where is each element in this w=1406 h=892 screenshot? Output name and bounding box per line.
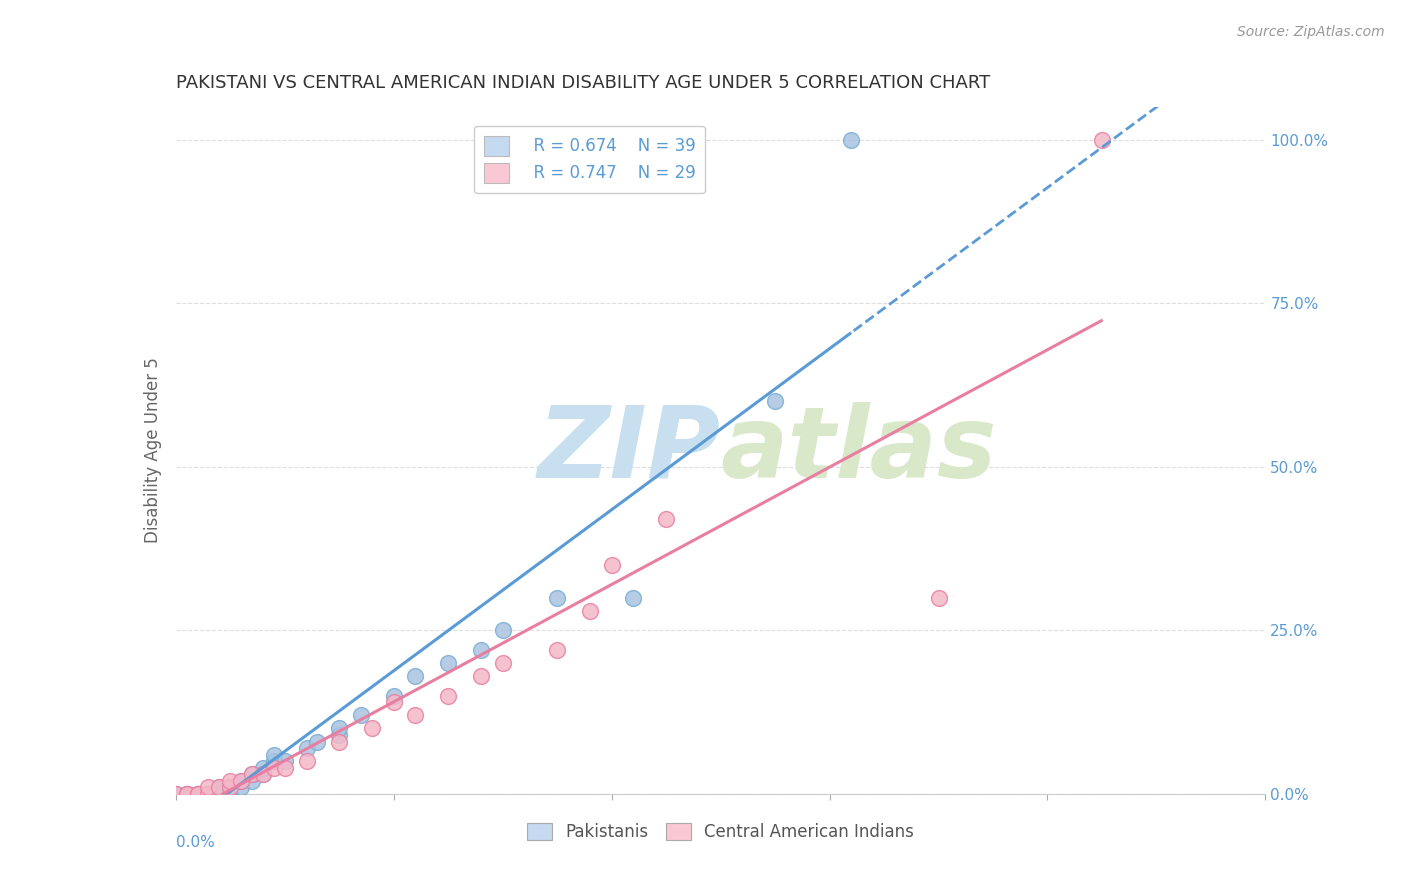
Point: [600, 558, 623, 572]
Point: [176, 787, 198, 801]
Point: [186, 787, 209, 801]
Point: [219, 787, 242, 801]
Point: [382, 695, 405, 709]
Point: [295, 754, 318, 768]
Point: [231, 773, 253, 788]
Point: [492, 656, 515, 670]
Point: [252, 767, 274, 781]
Point: [231, 773, 253, 788]
Point: [360, 722, 382, 736]
Point: [841, 133, 863, 147]
Point: [307, 734, 329, 748]
Point: [240, 767, 263, 781]
Point: [295, 741, 318, 756]
Point: [197, 787, 219, 801]
Point: [437, 689, 460, 703]
Point: [176, 787, 198, 801]
Point: [382, 689, 405, 703]
Text: PAKISTANI VS CENTRAL AMERICAN INDIAN DISABILITY AGE UNDER 5 CORRELATION CHART: PAKISTANI VS CENTRAL AMERICAN INDIAN DIS…: [176, 74, 990, 92]
Point: [263, 761, 285, 775]
Point: [492, 624, 515, 638]
Point: [165, 787, 187, 801]
Text: 0.0%: 0.0%: [176, 835, 215, 850]
Point: [219, 780, 242, 795]
Point: [546, 643, 568, 657]
Point: [197, 787, 219, 801]
Point: [405, 708, 427, 723]
Point: [546, 591, 568, 605]
Point: [240, 773, 263, 788]
Point: [186, 787, 209, 801]
Point: [176, 787, 198, 801]
Point: [579, 604, 602, 618]
Point: [252, 761, 274, 775]
Point: [208, 780, 231, 795]
Point: [263, 747, 285, 762]
Point: [328, 734, 350, 748]
Point: [186, 787, 209, 801]
Y-axis label: Disability Age Under 5: Disability Age Under 5: [143, 358, 162, 543]
Point: [252, 767, 274, 781]
Text: ZIP: ZIP: [537, 402, 721, 499]
Point: [655, 512, 678, 526]
Point: [928, 591, 950, 605]
Point: [763, 394, 786, 409]
Point: [197, 787, 219, 801]
Point: [328, 728, 350, 742]
Point: [274, 754, 297, 768]
Point: [208, 780, 231, 795]
Legend: Pakistanis, Central American Indians: Pakistanis, Central American Indians: [520, 816, 921, 847]
Point: [240, 767, 263, 781]
Point: [263, 754, 285, 768]
Point: [328, 722, 350, 736]
Point: [208, 787, 231, 801]
Point: [208, 787, 231, 801]
Point: [186, 787, 209, 801]
Point: [197, 787, 219, 801]
Point: [197, 787, 219, 801]
Point: [470, 669, 492, 683]
Point: [470, 643, 492, 657]
Text: atlas: atlas: [721, 402, 997, 499]
Point: [186, 787, 209, 801]
Point: [274, 761, 297, 775]
Point: [350, 708, 373, 723]
Point: [1091, 133, 1114, 147]
Point: [621, 591, 644, 605]
Point: [197, 780, 219, 795]
Point: [219, 780, 242, 795]
Point: [165, 787, 187, 801]
Point: [231, 780, 253, 795]
Text: Source: ZipAtlas.com: Source: ZipAtlas.com: [1237, 25, 1385, 39]
Point: [219, 787, 242, 801]
Point: [176, 787, 198, 801]
Point: [405, 669, 427, 683]
Point: [219, 773, 242, 788]
Point: [437, 656, 460, 670]
